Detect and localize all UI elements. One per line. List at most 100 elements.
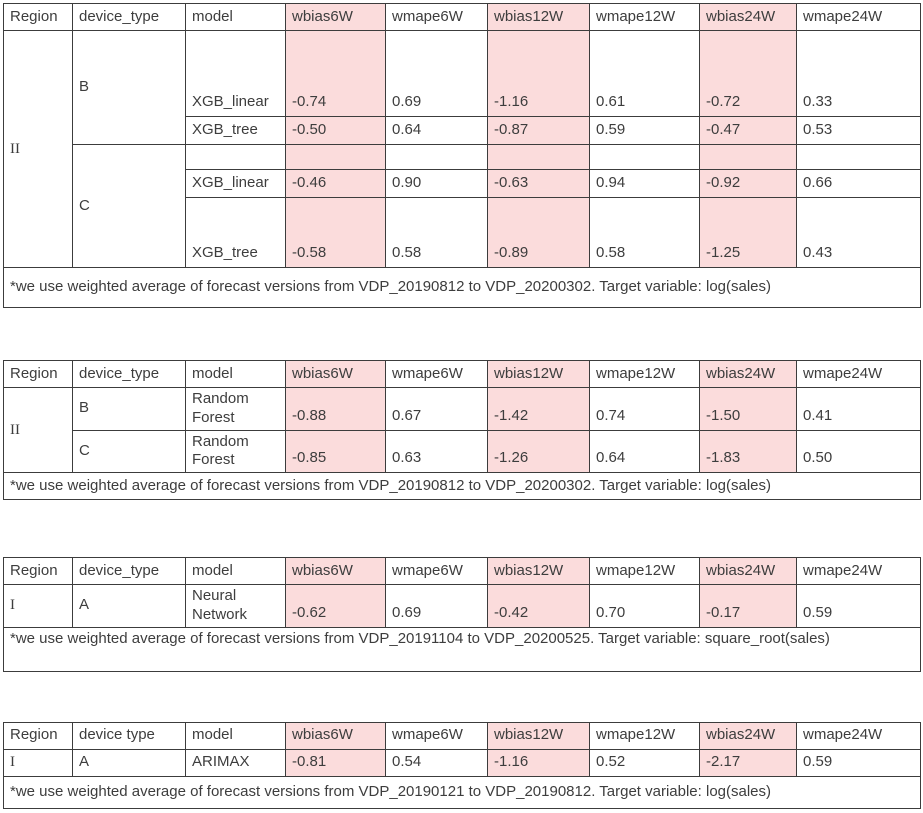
- header-row: Region device_type model wbias6W wmape6W…: [3, 557, 921, 585]
- cell-wbias12w: -0.89: [487, 197, 590, 268]
- cell-wmape12w: 0.52: [589, 748, 700, 777]
- cell-wmape12w: 0.58: [589, 197, 700, 268]
- table-row: XGB_tree -0.58 0.58 -0.89 0.58 -1.25 0.4…: [4, 197, 921, 268]
- table-row: II B Random Forest -0.88 0.67 -1.42 0.74…: [3, 387, 921, 473]
- cell-wbias24w: -0.92: [699, 169, 797, 198]
- cell-wbias12w: [487, 144, 590, 170]
- header-model: model: [185, 721, 286, 750]
- cell-wmape24w: 0.59: [796, 748, 921, 777]
- header-wbias24w: wbias24W: [699, 721, 797, 750]
- model-cell: XGB_linear: [185, 30, 286, 117]
- cell-wmape12w: 0.59: [589, 116, 700, 145]
- region-cell: I: [3, 748, 73, 777]
- model-cell: Neural Network: [185, 584, 286, 628]
- cell-wbias24w: -0.47: [699, 116, 797, 145]
- header-wmape12w: wmape12W: [589, 360, 700, 388]
- header-wbias6w: wbias6W: [285, 360, 386, 388]
- header-wbias24w: wbias24W: [699, 557, 797, 585]
- header-wmape6w: wmape6W: [385, 360, 488, 388]
- device-cell: A: [72, 584, 186, 628]
- xgb-metrics-table: Region device_type model wbias6W wmape6W…: [3, 3, 921, 308]
- header-wmape12w: wmape12W: [589, 557, 700, 585]
- cell-wbias12w: -1.42: [487, 387, 590, 431]
- model-cell: XGB_linear: [185, 169, 286, 198]
- cell-wmape6w: [385, 144, 488, 170]
- cell-wmape12w: 0.74: [589, 387, 700, 431]
- header-device-type: device type: [72, 721, 186, 750]
- header-wmape6w: wmape6W: [385, 3, 488, 31]
- cell-wbias24w: -0.17: [699, 584, 797, 628]
- header-region: Region: [3, 3, 73, 31]
- cell-wmape12w: [589, 144, 700, 170]
- cell-wmape24w: 0.59: [796, 584, 921, 628]
- header-row: Region device type model wbias6W wmape6W…: [3, 721, 921, 750]
- footnote-row: *we use weighted average of forecast ver…: [3, 775, 921, 809]
- cell-wbias24w: -1.50: [699, 387, 797, 431]
- table-row: C Random Forest -0.85 0.63 -1.26 0.64 -1…: [4, 429, 921, 473]
- cell-wmape24w: [796, 144, 921, 170]
- header-wbias6w: wbias6W: [285, 557, 386, 585]
- device-cell: B: [72, 30, 186, 145]
- header-wbias12w: wbias12W: [487, 360, 590, 388]
- cell-wbias12w: -0.87: [487, 116, 590, 145]
- model-cell: ARIMAX: [185, 748, 286, 777]
- header-wbias24w: wbias24W: [699, 360, 797, 388]
- header-wmape12w: wmape12W: [589, 3, 700, 31]
- cell-wbias12w: -0.42: [487, 584, 590, 628]
- cell-wmape6w: 0.69: [385, 584, 488, 628]
- cell-wmape6w: 0.54: [385, 748, 488, 777]
- cell-wmape24w: 0.53: [796, 116, 921, 145]
- neural-network-metrics-table: Region device_type model wbias6W wmape6W…: [3, 557, 921, 672]
- header-wmape6w: wmape6W: [385, 557, 488, 585]
- header-row: Region device_type model wbias6W wmape6W…: [3, 3, 921, 31]
- table-row: XGB_tree -0.50 0.64 -0.87 0.59 -0.47 0.5…: [4, 116, 921, 145]
- header-device-type: device_type: [72, 557, 186, 585]
- footnote-row: *we use weighted average of forecast ver…: [3, 267, 921, 308]
- device-cell: A: [72, 748, 186, 777]
- cell-wmape12w: 0.70: [589, 584, 700, 628]
- cell-wmape6w: 0.63: [385, 429, 488, 473]
- cell-wmape12w: 0.64: [589, 429, 700, 473]
- header-wbias12w: wbias12W: [487, 557, 590, 585]
- header-region: Region: [3, 360, 73, 388]
- cell-wbias6w: -0.46: [285, 169, 386, 198]
- cell-wmape24w: 0.43: [796, 197, 921, 268]
- cell-wmape24w: 0.41: [796, 387, 921, 431]
- cell-wmape6w: 0.58: [385, 197, 488, 268]
- cell-wmape6w: 0.64: [385, 116, 488, 145]
- device-cell: C: [72, 429, 186, 473]
- model-cell: XGB_tree: [185, 116, 286, 145]
- footnote-row: *we use weighted average of forecast ver…: [3, 472, 921, 500]
- cell-wmape24w: 0.33: [796, 30, 921, 117]
- cell-wbias6w: -0.58: [285, 197, 386, 268]
- header-wmape24w: wmape24W: [796, 360, 921, 388]
- cell-wmape24w: 0.66: [796, 169, 921, 198]
- footnote-row: *we use weighted average of forecast ver…: [3, 626, 921, 672]
- header-model: model: [185, 3, 286, 31]
- cell-wbias6w: -0.62: [285, 584, 386, 628]
- cell-wmape24w: 0.50: [796, 429, 921, 473]
- header-wmape24w: wmape24W: [796, 3, 921, 31]
- table-row: II B XGB_linear -0.74 0.69 -1.16 0.61 -0…: [3, 30, 921, 268]
- header-region: Region: [3, 557, 73, 585]
- cell-wbias24w: [699, 144, 797, 170]
- header-model: model: [185, 557, 286, 585]
- device-cell: B: [72, 387, 186, 431]
- header-wmape24w: wmape24W: [796, 557, 921, 585]
- cell-wbias6w: -0.50: [285, 116, 386, 145]
- header-wbias12w: wbias12W: [487, 3, 590, 31]
- header-wbias12w: wbias12W: [487, 721, 590, 750]
- cell-wbias12w: -1.16: [487, 30, 590, 117]
- header-wmape24w: wmape24W: [796, 721, 921, 750]
- cell-wbias12w: -1.26: [487, 429, 590, 473]
- model-cell: Random Forest: [185, 429, 286, 473]
- cell-wbias12w: -1.16: [487, 748, 590, 777]
- cell-wbias6w: -0.85: [285, 429, 386, 473]
- region-cell: II: [3, 387, 73, 473]
- header-device-type: device_type: [72, 360, 186, 388]
- footnote: *we use weighted average of forecast ver…: [3, 626, 921, 672]
- model-cell: XGB_tree: [185, 197, 286, 268]
- cell-wbias24w: -0.72: [699, 30, 797, 117]
- device-cell: C: [72, 144, 186, 268]
